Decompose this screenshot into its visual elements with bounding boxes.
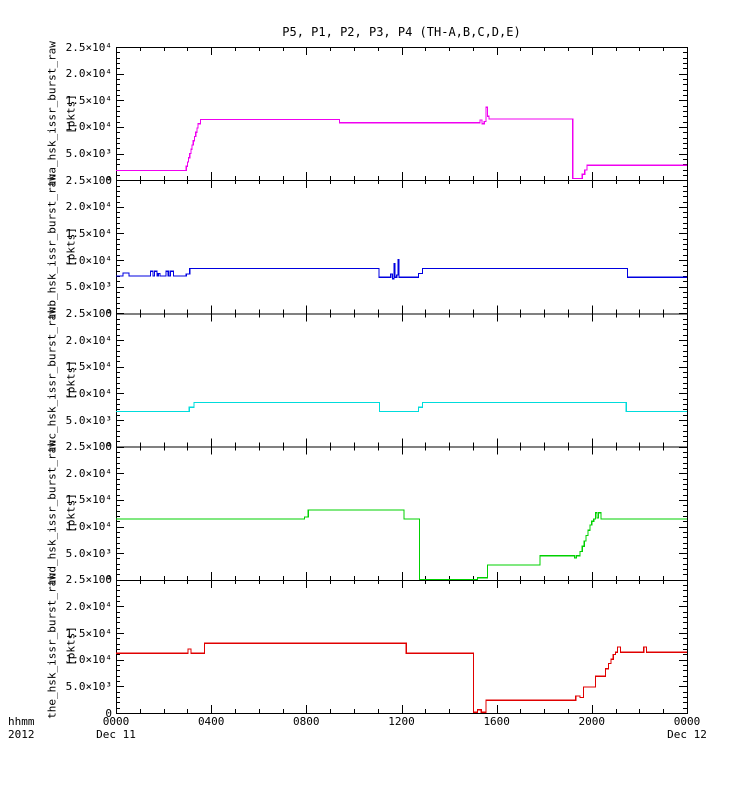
x-axis-year-label: 2012 (8, 728, 35, 741)
ylabel-the: the_hsk_issr_burst_raw (45, 573, 59, 720)
ylabel-unit-thc: [pkts] (64, 360, 78, 400)
y-tick-label: 1.0×10⁴ (65, 386, 112, 400)
y-tick-label: 2.5×10⁴ (65, 440, 112, 454)
y-tick-label: 5.0×10³ (65, 280, 112, 294)
panel-tha-frame (116, 47, 688, 182)
y-tick-label: 1.0×10⁴ (65, 653, 112, 667)
y-tick-label: 0 (105, 706, 112, 720)
y-tick-label: 2.0×10⁴ (65, 67, 112, 81)
x-tick-label: 0800 (293, 715, 320, 728)
x-axis-end-date: Dec 12 (667, 728, 707, 741)
y-tick-label: 0 (105, 306, 112, 320)
y-tick-label: 5.0×10³ (65, 679, 112, 693)
ylabel-thc: thc_hsk_issr_burst_raw (45, 307, 59, 453)
x-tick-label: 1600 (483, 715, 510, 728)
y-tick-label: 5.0×10³ (65, 546, 112, 560)
y-tick-label: 1.0×10⁴ (65, 253, 112, 267)
ylabel-unit-the: [pkts] (64, 626, 78, 667)
ylabel-unit-thd: [pkts] (64, 493, 78, 534)
y-tick-label: 2.5×10⁴ (65, 573, 112, 587)
x-tick-label: 1200 (388, 715, 415, 728)
y-tick-label: 5.0×10³ (65, 147, 112, 161)
chart-title: P5, P1, P2, P3, P4 (TH-A,B,C,D,E) (282, 25, 521, 39)
y-tick-label: 1.5×10⁴ (65, 93, 112, 107)
panel-the-frame (116, 579, 688, 714)
y-tick-label: 2.5×10⁴ (65, 40, 112, 54)
x-axis-unit-label: hhmm (8, 715, 35, 728)
series-tha-line (116, 106, 687, 180)
y-tick-label: 1.5×10⁴ (65, 626, 112, 640)
ylabel-thb: thb_hsk_issr_burst_raw (45, 173, 59, 320)
x-tick-label: 0000 (102, 715, 130, 728)
y-tick-label: 5.0×10³ (65, 413, 112, 427)
y-tick-label: 0 (105, 173, 112, 187)
y-tick-label: 1.0×10⁴ (65, 120, 112, 134)
series-thc-line (116, 401, 687, 412)
ylabel-unit-thb: [pkts] (64, 226, 78, 267)
y-tick-label: 2.0×10⁴ (65, 333, 112, 347)
ylabel-tha: tha_hsk_issr_burst_raw (45, 40, 59, 187)
x-axis-start-date: Dec 11 (96, 728, 136, 741)
y-tick-label: 2.0×10⁴ (65, 466, 112, 480)
y-tick-label: 2.5×10⁴ (65, 173, 112, 187)
y-tick-label: 0 (105, 573, 112, 587)
y-tick-label: 1.5×10⁴ (65, 227, 112, 240)
series-thb-line (116, 259, 687, 280)
x-tick-label: 0400 (197, 715, 225, 728)
x-tick-label: 2000 (578, 715, 606, 728)
series-the-line (116, 642, 687, 713)
ylabel-unit-tha: [pkts] (64, 93, 78, 134)
panel-thc-frame (116, 313, 688, 448)
x-tick-label: 0000 (673, 715, 701, 728)
y-tick-label: 2.0×10⁴ (65, 599, 112, 613)
y-tick-label: 1.0×10⁴ (65, 520, 112, 533)
panel-thb-frame (116, 180, 688, 315)
y-tick-label: 0 (105, 440, 112, 454)
y-tick-label: 2.5×10⁴ (65, 306, 112, 320)
y-tick-label: 1.5×10⁴ (65, 493, 112, 507)
panel-thd-frame (116, 446, 688, 581)
series-thd-line (116, 509, 687, 580)
y-tick-label: 2.0×10⁴ (65, 200, 112, 214)
y-tick-label: 1.5×10⁴ (65, 360, 112, 374)
ylabel-thd: thd_hsk_issr_burst_raw (45, 440, 59, 587)
